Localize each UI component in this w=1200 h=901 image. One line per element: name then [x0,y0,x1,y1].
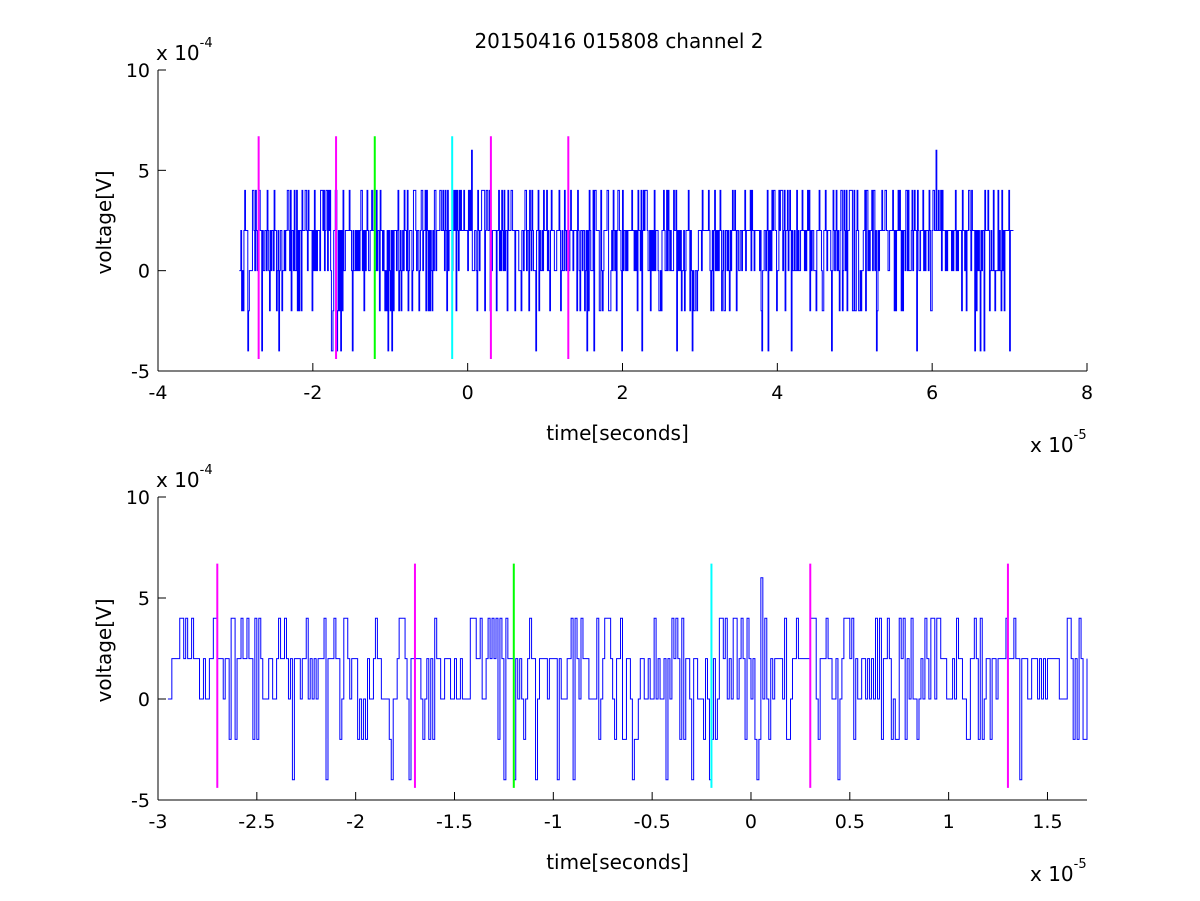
y-tick-label: -5 [131,790,150,812]
y-tick-label: 10 [126,60,150,82]
x-tick-label: -2 [346,811,365,833]
x-tick-label: 6 [926,382,938,404]
x-tick-label: 4 [771,382,783,404]
x-tick-label: 0.5 [835,811,865,833]
x-axis-multiplier: x 10-5 [1030,857,1087,886]
x-axis-label: time[seconds] [546,421,689,445]
y-multiplier-base: x 10 [156,468,200,492]
y-tick-label: -5 [131,361,150,383]
y-tick-label: 5 [138,160,150,182]
x-tick-label: 8 [1081,382,1093,404]
y-axis-multiplier: x 10-4 [156,36,213,65]
x-multiplier-base: x 10 [1030,862,1074,886]
x-tick-label: -0.5 [634,811,671,833]
x-tick-label: 0 [462,382,474,404]
y-axis-label: voltage[V] [92,598,116,702]
x-axis-label: time[seconds] [546,850,689,874]
y-tick-label: 0 [138,261,150,283]
x-tick-label: -4 [149,382,168,404]
x-tick-label: -2 [303,382,322,404]
voltage-trace [239,149,1014,352]
x-tick-label: -1 [544,811,563,833]
y-multiplier-exponent: -4 [200,36,213,51]
x-axis-multiplier: x 10-5 [1030,428,1087,457]
y-axis-multiplier: x 10-4 [156,463,213,492]
y-tick-label: 0 [138,689,150,711]
x-multiplier-exponent: -5 [1074,857,1087,872]
x-multiplier-base: x 10 [1030,433,1074,457]
y-multiplier-base: x 10 [156,41,200,65]
x-tick-label: -3 [149,811,168,833]
x-tick-label: -1.5 [436,811,473,833]
x-tick-label: 2 [616,382,628,404]
x-tick-label: 0 [745,811,757,833]
y-tick-label: 10 [126,487,150,509]
y-tick-label: 5 [138,588,150,610]
y-multiplier-exponent: -4 [200,463,213,478]
y-axis-label: voltage[V] [92,170,116,274]
x-tick-label: -2.5 [238,811,275,833]
figure-title: 20150416 015808 channel 2 [474,29,763,53]
x-tick-label: 1 [943,811,955,833]
x-multiplier-exponent: -5 [1074,428,1087,443]
x-tick-label: 1.5 [1032,811,1062,833]
voltage-trace [167,577,1088,781]
